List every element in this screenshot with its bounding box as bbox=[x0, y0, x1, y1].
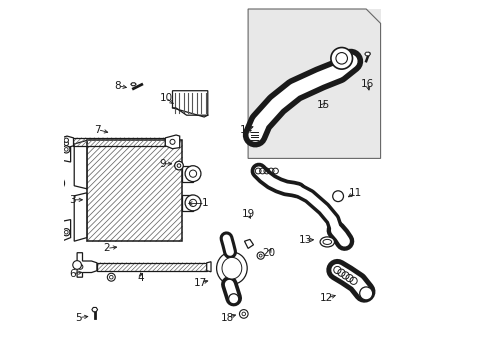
Circle shape bbox=[330, 48, 352, 69]
Circle shape bbox=[170, 139, 175, 144]
Polygon shape bbox=[165, 135, 179, 149]
Text: 4: 4 bbox=[137, 273, 144, 283]
Bar bbox=[73, 138, 165, 146]
Circle shape bbox=[55, 180, 61, 186]
Polygon shape bbox=[244, 239, 253, 248]
Text: 9: 9 bbox=[159, 159, 165, 169]
Text: 15: 15 bbox=[316, 100, 329, 110]
Text: 5: 5 bbox=[76, 312, 82, 323]
Circle shape bbox=[185, 166, 201, 181]
Text: 20: 20 bbox=[262, 248, 275, 258]
Circle shape bbox=[177, 164, 181, 167]
Bar bbox=[73, 138, 165, 146]
Circle shape bbox=[189, 170, 196, 177]
Circle shape bbox=[359, 287, 372, 300]
Polygon shape bbox=[130, 83, 136, 86]
Text: 14: 14 bbox=[239, 125, 252, 135]
Circle shape bbox=[109, 275, 113, 279]
Circle shape bbox=[73, 261, 81, 269]
Circle shape bbox=[64, 138, 68, 143]
Ellipse shape bbox=[222, 257, 241, 279]
Polygon shape bbox=[74, 193, 87, 241]
Circle shape bbox=[242, 312, 245, 316]
Text: 17: 17 bbox=[194, 278, 207, 288]
Bar bbox=[182, 195, 193, 211]
Polygon shape bbox=[77, 253, 97, 277]
Polygon shape bbox=[61, 220, 70, 241]
Circle shape bbox=[257, 252, 264, 259]
Circle shape bbox=[239, 310, 247, 318]
Polygon shape bbox=[364, 52, 370, 56]
Text: 16: 16 bbox=[360, 78, 373, 89]
Text: 1: 1 bbox=[201, 198, 208, 208]
Polygon shape bbox=[59, 136, 73, 148]
Polygon shape bbox=[61, 140, 70, 162]
Bar bbox=[247, 9, 380, 158]
Text: 2: 2 bbox=[103, 243, 110, 253]
Circle shape bbox=[228, 294, 238, 304]
Polygon shape bbox=[74, 140, 87, 189]
Circle shape bbox=[185, 195, 201, 211]
Ellipse shape bbox=[322, 239, 331, 244]
Circle shape bbox=[335, 53, 347, 64]
Text: 13: 13 bbox=[298, 235, 311, 246]
Text: 18: 18 bbox=[220, 312, 233, 323]
Circle shape bbox=[78, 264, 82, 269]
Circle shape bbox=[107, 273, 115, 281]
Bar bbox=[97, 263, 206, 271]
Text: 19: 19 bbox=[241, 209, 254, 219]
Text: 11: 11 bbox=[348, 188, 361, 198]
Ellipse shape bbox=[216, 252, 247, 284]
Text: 7: 7 bbox=[94, 125, 101, 135]
Text: 12: 12 bbox=[319, 293, 332, 303]
Polygon shape bbox=[92, 307, 98, 312]
Circle shape bbox=[51, 177, 64, 190]
Bar bbox=[87, 140, 182, 241]
Circle shape bbox=[332, 191, 343, 202]
Ellipse shape bbox=[320, 237, 334, 247]
Circle shape bbox=[64, 230, 68, 234]
Text: 8: 8 bbox=[114, 81, 121, 91]
Text: 6: 6 bbox=[69, 269, 76, 279]
Bar bbox=[97, 263, 206, 271]
Circle shape bbox=[62, 146, 70, 153]
Circle shape bbox=[189, 199, 196, 207]
Text: 3: 3 bbox=[69, 195, 76, 205]
Bar bbox=[87, 140, 182, 241]
Circle shape bbox=[62, 229, 70, 236]
Circle shape bbox=[64, 148, 68, 151]
Circle shape bbox=[64, 141, 68, 145]
Polygon shape bbox=[172, 91, 207, 117]
Circle shape bbox=[259, 254, 262, 257]
Text: 10: 10 bbox=[159, 93, 172, 103]
Polygon shape bbox=[206, 262, 211, 272]
Circle shape bbox=[174, 161, 183, 170]
Bar bbox=[182, 166, 193, 181]
